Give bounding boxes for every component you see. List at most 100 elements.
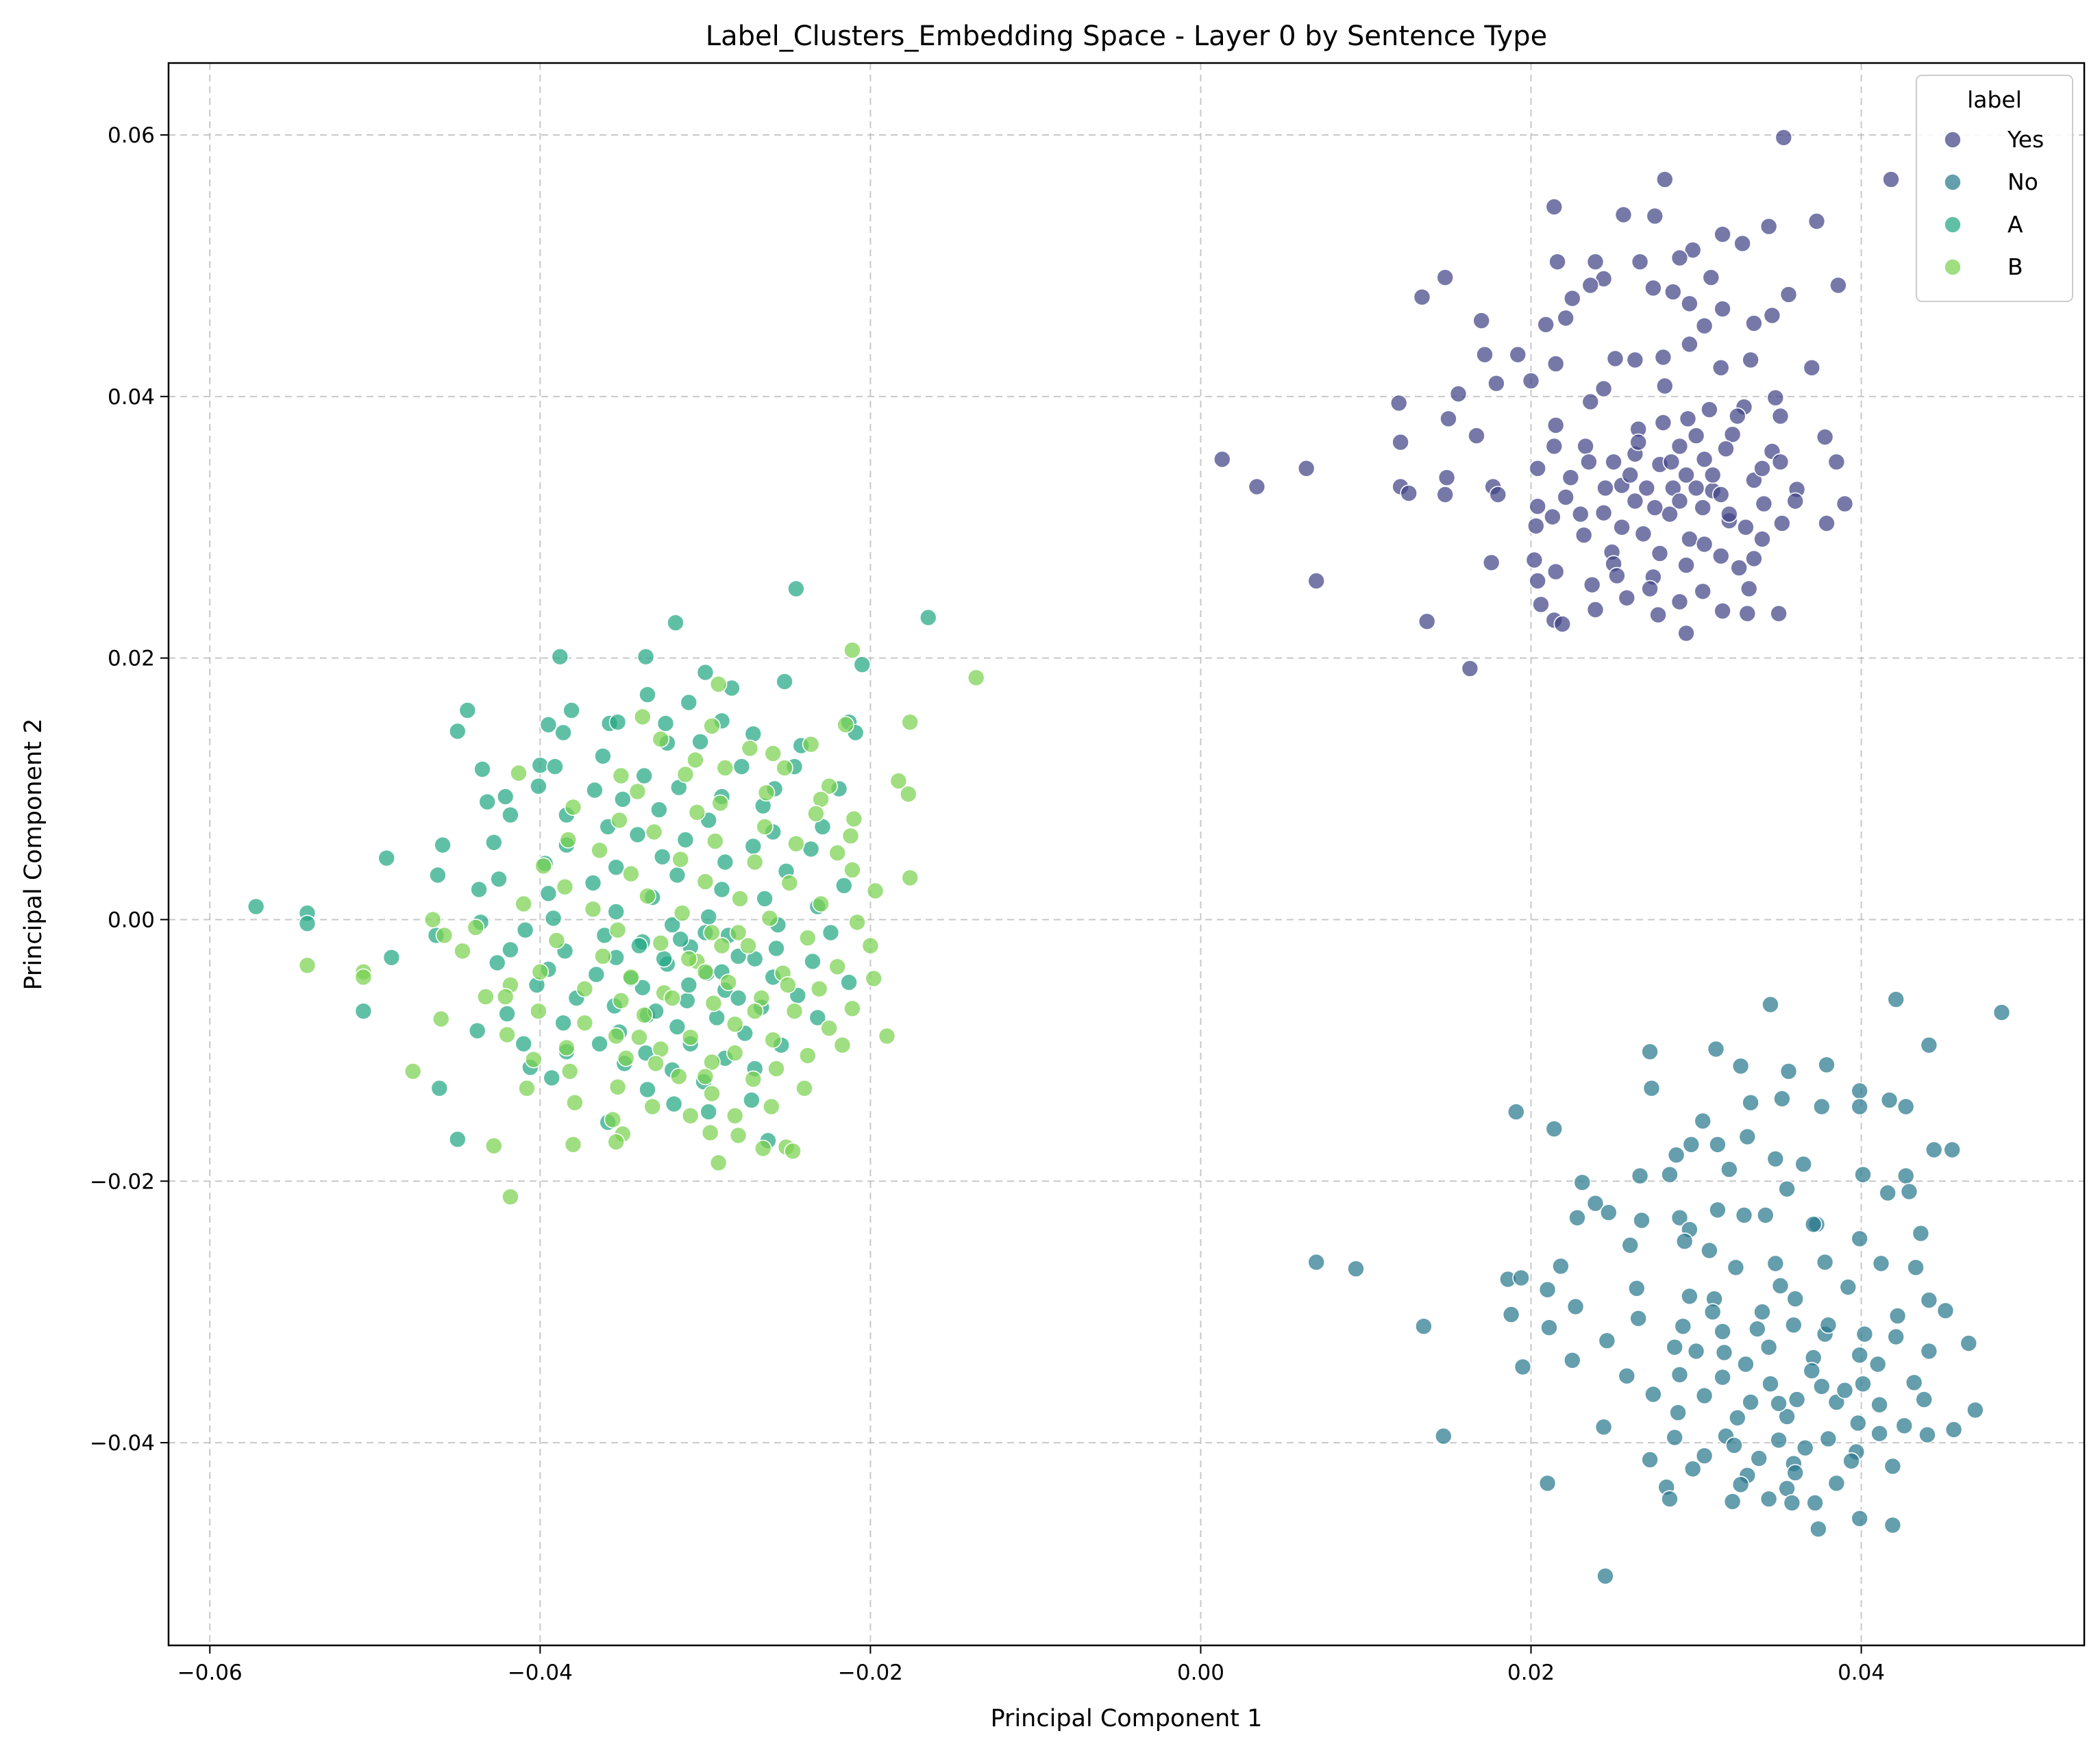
data-point [1687,479,1705,497]
data-point [726,1107,744,1125]
data-point [691,733,709,751]
data-point [1586,1194,1605,1212]
data-point [1389,394,1408,412]
data-point [1770,1395,1788,1412]
data-point [1307,572,1325,590]
data-point [787,834,805,853]
data-point [835,877,853,895]
data-point [799,929,817,947]
data-point [1661,1165,1679,1184]
data-point [1786,492,1804,510]
data-point [1564,289,1581,308]
data-point [680,976,698,994]
data-point [1788,1391,1806,1408]
data-point [1546,355,1565,373]
data-point [1440,410,1457,428]
data-point [608,1078,627,1096]
data-point [539,716,558,734]
data-point [729,1126,748,1145]
data-point [1634,525,1653,543]
legend-label: A [2008,211,2023,238]
data-point [804,952,822,971]
x-tick-label: 0.00 [1177,1660,1224,1685]
data-point [435,926,454,945]
legend-items: Yes No AB [1944,126,2044,280]
data-point [1745,314,1763,332]
data-point [458,701,477,719]
data-point [1703,466,1722,484]
grid [169,63,2084,1645]
data-point [1897,1167,1915,1185]
data-point [1915,1391,1933,1408]
data-point [669,1067,688,1086]
data-point [1992,1004,2011,1021]
data-point [665,1095,683,1113]
data-point [1851,1510,1868,1528]
data-point [1574,526,1593,545]
data-point [1641,1451,1659,1469]
data-point [1842,1452,1860,1470]
data-point [1512,1269,1530,1287]
data-point [704,994,723,1012]
data-point [767,939,785,958]
data-point [1654,348,1672,366]
data-point [594,947,612,965]
data-point [757,784,776,802]
data-point [716,853,734,871]
data-point [587,965,606,984]
data-point [1687,1342,1705,1360]
data-point [354,968,373,986]
data-point [1605,453,1622,471]
data-point [745,853,764,871]
data-point [1538,1474,1557,1493]
data-point [448,722,467,740]
data-point [1759,1338,1778,1356]
data-point [591,841,608,860]
data-point [1714,1368,1731,1386]
data-point [1779,286,1798,303]
data-point [1944,1421,1963,1439]
data-point [1641,1043,1659,1061]
y-tick-label: 0.02 [108,647,155,671]
data-point [861,936,880,955]
data-point [1548,253,1566,271]
data-point [1880,1091,1899,1109]
data-point [1879,1184,1897,1202]
data-point [382,949,401,967]
data-point [473,760,491,778]
data-point [1839,1278,1857,1296]
data-point [719,973,737,991]
data-point [1654,414,1672,432]
data-point [1631,1167,1649,1185]
data-point [1771,1277,1790,1295]
data-point [656,714,675,732]
data-point [700,1103,717,1121]
data-point [840,973,858,991]
data-point [739,936,757,955]
data-point [866,882,885,900]
data-point [1618,1367,1636,1385]
data-point [652,730,670,748]
data-point [764,1031,782,1049]
data-point [1849,1414,1867,1432]
data-point [1912,1224,1930,1243]
data-point [1712,547,1730,565]
data-point [703,1084,721,1103]
data-point [700,908,717,926]
data-point [865,969,882,988]
data-point [1807,212,1826,230]
data-point [1538,1280,1557,1299]
data-point [647,1054,665,1073]
data-point [1836,495,1854,513]
data-point [1762,1375,1779,1393]
data-point [633,978,652,997]
data-point [1695,535,1714,553]
data-point [1682,1136,1701,1154]
data-point [1920,1342,1938,1360]
data-point [298,914,317,932]
data-point [967,669,985,687]
data-point [1514,1358,1532,1376]
data-point [1701,1241,1718,1260]
data-point [713,880,731,899]
